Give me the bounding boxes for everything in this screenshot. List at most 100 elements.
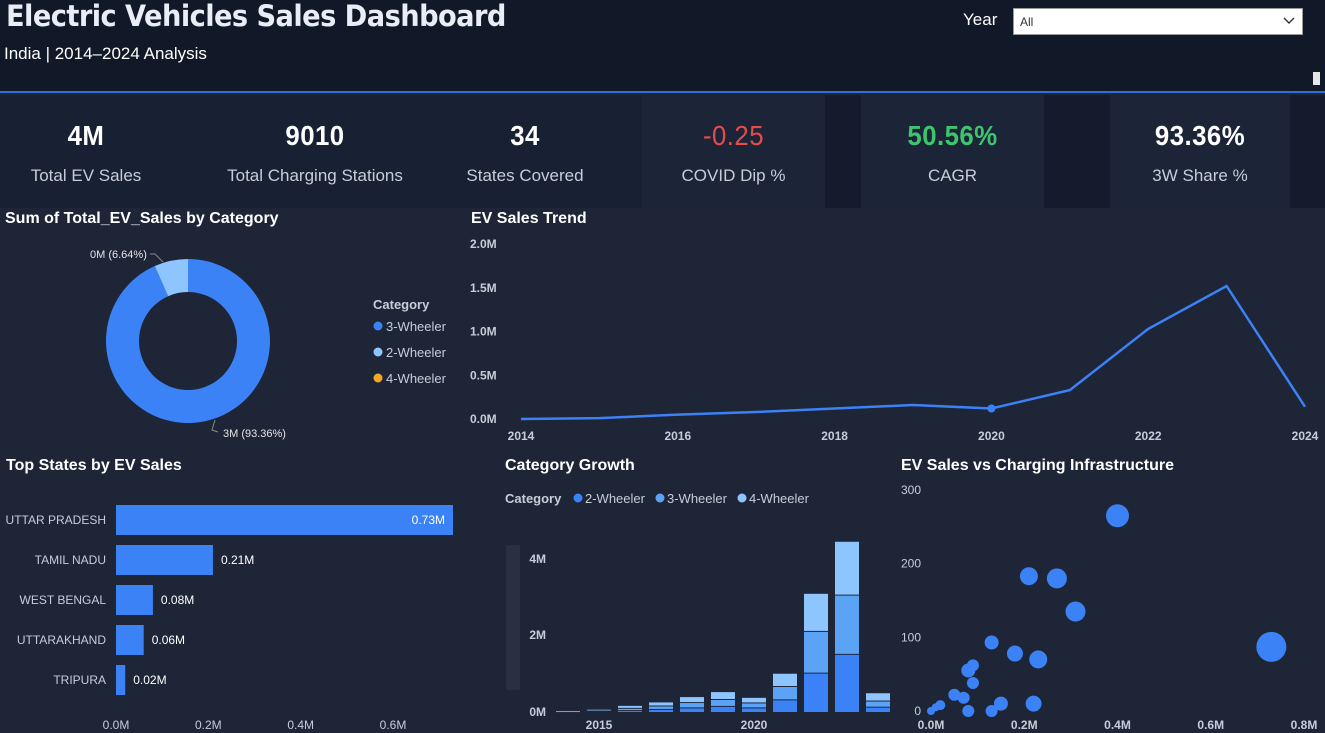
scatter-point[interactable] [1025,695,1042,712]
scatter-point[interactable] [985,705,998,717]
legend-dot [655,493,665,503]
kpi-value: 4M [67,120,105,151]
growth-bar-segment[interactable] [773,685,797,700]
growth-bar-separator [711,698,735,700]
growth-bar-separator [649,708,673,710]
growth-y-axis-title-blur [506,545,520,690]
scatter-point[interactable] [948,688,961,701]
growth-bar-segment[interactable] [711,698,735,706]
scatter-point[interactable] [1106,504,1129,528]
growth-bar-separator [680,702,704,704]
states-category-label: WEST BENGAL [20,593,107,607]
donut-slice-3-wheeler[interactable] [106,259,270,423]
states-data-label: 0.73M [412,513,445,527]
scatter-point[interactable] [1046,568,1067,589]
growth-bar-separator [618,707,642,709]
growth-bar-segment[interactable] [618,705,642,708]
growth-bar-separator [711,705,735,707]
growth-bar-segment[interactable] [556,711,580,713]
year-filter-dropdown[interactable]: All [1013,8,1303,35]
donut-legend-item[interactable]: 3-Wheeler [373,319,447,334]
legend-label: 4-Wheeler [749,491,810,506]
legend-label: 3-Wheeler [386,319,447,334]
donut-leader-line [150,253,164,263]
scatter-point[interactable] [1256,631,1287,662]
donut-slice-2-wheeler[interactable] [154,259,188,297]
growth-bar-segment[interactable] [711,705,735,712]
growth-legend-item[interactable]: 3-Wheeler [655,491,728,506]
growth-bar-segment[interactable] [649,702,673,706]
scatter-point[interactable] [984,635,999,650]
kpi-value: -0.25 [702,120,765,151]
growth-bar-segment[interactable] [773,699,797,712]
trend-y-tick: 2.0M [470,237,497,251]
kpi-card-3w-share: 93.36% 3W Share % [1110,95,1290,208]
growth-bar-separator [587,711,611,713]
growth-y-tick: 0M [529,705,546,719]
donut-label-small: 0M (6.64%) [90,249,147,261]
legend-dot [573,493,583,503]
donut-legend-item[interactable]: 2-Wheeler [373,345,447,360]
kpi-label: Total EV Sales [30,166,142,185]
scatter-point[interactable] [1019,567,1038,586]
kpi-card-covid-dip: -0.25 COVID Dip % [642,95,825,208]
growth-bar-segment[interactable] [742,697,766,703]
states-x-tick: 0.6M [380,718,407,732]
growth-chart: Category 2-Wheeler 3-Wheeler 4-Wheeler 4… [505,491,890,732]
states-category-label: TAMIL NADU [35,553,106,567]
states-category-label: TRIPURA [53,673,106,687]
growth-bar-segment[interactable] [835,594,859,654]
states-bar[interactable] [116,585,153,615]
growth-bar-segment[interactable] [711,692,735,699]
kpi-card-total-charging-stations: 9010 Total Charging Stations [210,95,420,208]
scatter-point[interactable] [966,677,979,690]
scatter-point[interactable] [935,700,946,711]
growth-legend-item[interactable]: 2-Wheeler [573,491,646,506]
scatter-point[interactable] [1029,650,1048,669]
growth-bar-segment[interactable] [804,630,828,673]
growth-bar-segment[interactable] [649,708,673,712]
growth-bar-segment[interactable] [680,702,704,708]
scatter-point[interactable] [957,691,970,704]
states-bar[interactable] [116,625,144,655]
growth-bar-segment[interactable] [866,706,890,712]
scrollbar-thumb[interactable] [1313,72,1320,85]
chevron-down-icon [1283,17,1295,24]
growth-bar-separator [804,672,828,674]
kpi-background [825,95,861,208]
scatter-point[interactable] [962,705,975,717]
growth-bar-segment[interactable] [618,707,642,711]
growth-bar-segment[interactable] [773,673,797,686]
states-bar[interactable] [116,665,126,695]
growth-bar-segment[interactable] [835,541,859,595]
trend-x-tick: 2016 [664,429,691,443]
growth-bar-segment[interactable] [680,697,704,703]
scatter-y-tick: 0 [914,704,921,718]
growth-bar-segment[interactable] [587,709,611,711]
growth-bar-segment[interactable] [835,653,859,712]
trend-data-point[interactable] [987,404,996,413]
growth-bar-segment[interactable] [649,705,673,709]
growth-bar-segment[interactable] [742,707,766,712]
states-category-label: UTTARAKHAND [17,633,106,647]
scatter-point[interactable] [1065,601,1086,622]
growth-legend-item[interactable]: 4-Wheeler [737,491,810,506]
scatter-point[interactable] [993,696,1008,711]
kpi-card-cagr: 50.56% CAGR [861,95,1044,208]
growth-bar-segment[interactable] [866,693,890,701]
growth-bar-segment[interactable] [866,700,890,707]
donut-legend-item[interactable]: 4-Wheeler [373,371,447,386]
growth-bar-separator [742,702,766,704]
legend-label: 2-Wheeler [386,345,447,360]
trend-x-tick: 2020 [978,429,1005,443]
growth-bar-segment[interactable] [804,672,828,712]
scatter-point[interactable] [1006,645,1023,662]
growth-y-tick: 2M [529,628,546,642]
states-bar[interactable] [116,545,213,575]
growth-bar-segment[interactable] [680,707,704,712]
kpi-background [0,95,642,208]
growth-bar-segment[interactable] [804,593,828,631]
states-bar[interactable] [116,505,454,535]
growth-bar-segment[interactable] [742,702,766,708]
scatter-point[interactable] [966,659,979,672]
